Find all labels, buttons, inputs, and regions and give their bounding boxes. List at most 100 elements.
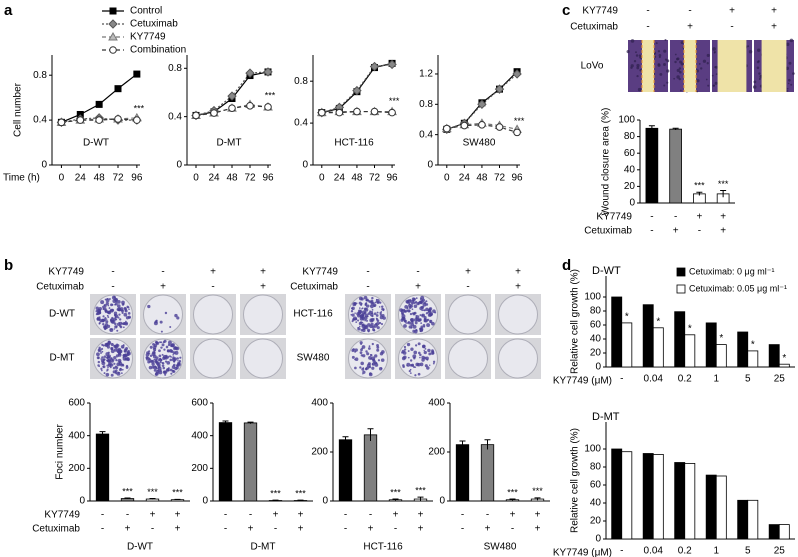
y-tick-label: 0.4 — [294, 118, 308, 129]
y-tick-label: 600 — [68, 398, 85, 409]
colony — [424, 347, 427, 350]
legend-label: Cetuximab: 0 μg ml⁻¹ — [689, 266, 774, 276]
colony — [150, 359, 155, 364]
x-tick-label: - — [620, 374, 623, 385]
colony — [110, 373, 114, 377]
colony — [421, 355, 425, 360]
treatment-sign: + — [393, 510, 399, 521]
error-bar — [342, 436, 349, 443]
cell-texture — [678, 67, 682, 70]
colony — [103, 325, 107, 329]
colony — [368, 355, 372, 360]
x-tick-label: 48 — [351, 173, 363, 184]
colony — [358, 301, 362, 305]
cell-texture — [658, 54, 662, 57]
colony — [109, 329, 112, 331]
colony — [371, 342, 374, 346]
colony — [98, 346, 101, 349]
y-tick-label: 0 — [439, 496, 445, 507]
cell-texture — [680, 62, 684, 66]
colony — [376, 319, 380, 323]
colony — [116, 300, 121, 304]
legend-marker — [108, 19, 118, 29]
colony — [155, 370, 160, 374]
bar — [218, 422, 233, 502]
colony — [125, 316, 130, 320]
cell-texture — [664, 38, 667, 42]
error-bar — [392, 498, 399, 501]
treatment-sign: + — [485, 524, 491, 535]
colony — [116, 329, 119, 332]
bar — [705, 322, 717, 368]
colony — [107, 316, 110, 319]
colony — [350, 313, 353, 316]
colony — [175, 346, 180, 351]
colony — [170, 356, 173, 358]
colony — [120, 372, 123, 375]
cell-texture — [786, 87, 789, 90]
x-tick-label: 24 — [459, 173, 471, 184]
colony — [350, 310, 354, 313]
y-tick-label: 60 — [624, 148, 636, 159]
treatment-sign: + — [150, 510, 156, 521]
treatment-label: KY7749 — [302, 267, 338, 278]
colony — [373, 312, 377, 316]
colony — [166, 367, 170, 372]
colony — [112, 366, 116, 370]
colony — [126, 305, 129, 309]
chart-title: D-WT — [592, 265, 621, 277]
colony — [113, 362, 116, 365]
colony — [382, 316, 386, 320]
data-point — [352, 85, 362, 96]
colony — [351, 355, 355, 359]
bar — [611, 296, 623, 368]
x-axis-label: HCT-116 — [363, 542, 403, 553]
colony — [113, 317, 117, 321]
error-bar — [648, 125, 655, 131]
treatment-sign: + — [418, 510, 424, 521]
y-tick-label: 0 — [629, 198, 635, 209]
colony — [376, 326, 380, 330]
colony — [119, 368, 122, 370]
y-tick-label: 60 — [590, 480, 602, 491]
data-point — [495, 123, 504, 131]
colony — [411, 308, 414, 311]
colony — [154, 358, 158, 362]
treatment-sign: + — [248, 524, 254, 535]
colony — [102, 307, 105, 311]
cell-texture — [663, 49, 667, 53]
treatment-sign: - — [211, 282, 214, 293]
colony — [155, 319, 158, 322]
x-tick-label: 72 — [244, 173, 256, 184]
treatment-sign: + — [771, 22, 777, 33]
y-tick-label: 60 — [590, 320, 602, 331]
cell-texture — [711, 74, 714, 77]
cell-texture — [630, 64, 634, 68]
row-label: SW480 — [297, 353, 330, 364]
significance: *** — [134, 103, 145, 113]
colony — [125, 364, 129, 368]
colony — [110, 346, 114, 351]
cell-texture — [785, 42, 790, 47]
cell-texture — [679, 89, 682, 92]
cell-texture — [696, 90, 699, 93]
cell-texture — [792, 72, 795, 75]
cell-texture — [757, 48, 761, 52]
data-point — [317, 108, 326, 117]
cell-texture — [706, 62, 709, 65]
cell-texture — [674, 53, 677, 56]
significance: * — [656, 316, 660, 327]
colony — [374, 354, 378, 358]
colony — [408, 310, 411, 313]
colony — [157, 367, 159, 369]
significance: *** — [390, 487, 401, 497]
treatment-sign: + — [210, 267, 216, 278]
x-tick-label: 0 — [193, 173, 199, 184]
data-point — [513, 128, 521, 137]
colony — [106, 359, 109, 362]
cell-texture — [659, 72, 663, 76]
y-tick-label: 40 — [590, 334, 602, 345]
colony — [370, 310, 374, 314]
colony — [168, 349, 173, 353]
data-point — [57, 118, 66, 127]
